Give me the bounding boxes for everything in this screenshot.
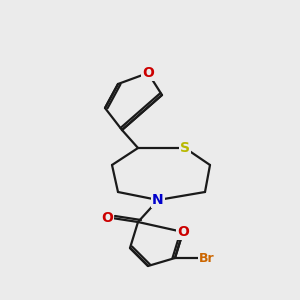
Text: N: N xyxy=(152,193,164,207)
Text: Br: Br xyxy=(199,251,215,265)
Text: O: O xyxy=(177,225,189,239)
Text: S: S xyxy=(180,141,190,155)
Text: O: O xyxy=(101,211,113,225)
Text: O: O xyxy=(142,66,154,80)
